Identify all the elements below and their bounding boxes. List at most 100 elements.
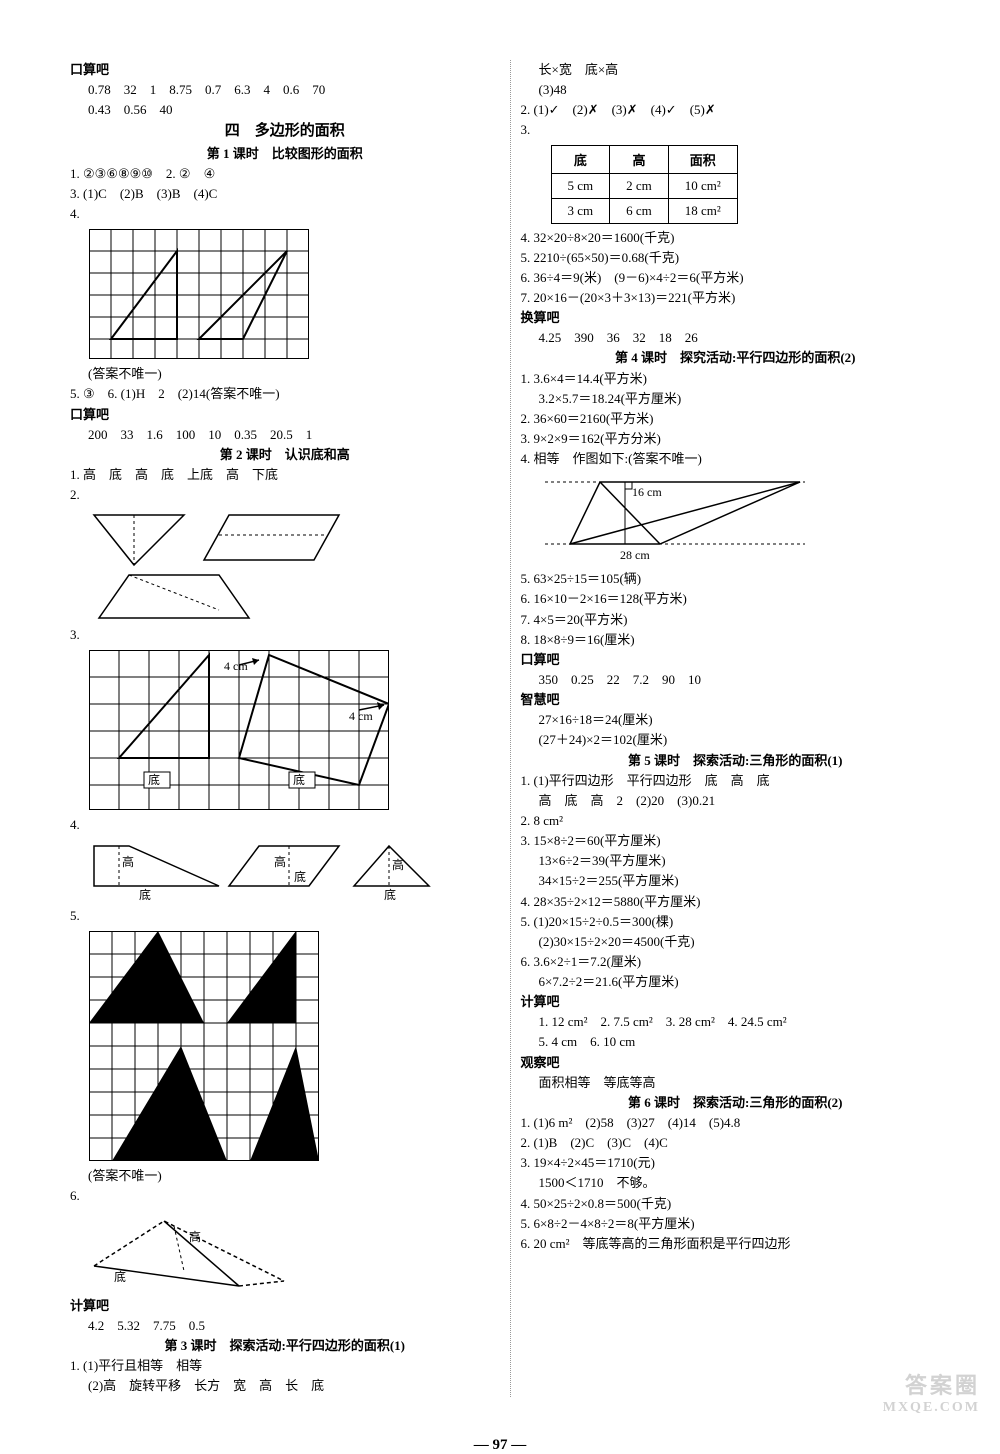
svg-text:高: 高 (274, 854, 286, 869)
section-title: 四 多边形的面积 (70, 120, 500, 143)
text-line: 1. (1)平行且相等 相等 (70, 1356, 500, 1376)
text-line: 5. 4 cm 6. 10 cm (521, 1032, 951, 1052)
table-row: 5 cm 2 cm 10 cm² (551, 173, 737, 198)
note-text: (答案不唯一) (70, 364, 500, 384)
table-cell: 2 cm (610, 173, 669, 198)
text-line: 3. 15×8÷2＝60(平方厘米) (521, 831, 951, 851)
text-line: 5. (1)20×15÷2÷0.5＝300(棵) (521, 912, 951, 932)
subsection-title: 第 2 课时 认识底和高 (70, 445, 500, 465)
diagram-grid-5 (88, 930, 500, 1162)
text-line: 6. 3.6×2÷1＝7.2(厘米) (521, 952, 951, 972)
label-4cm: 4 cm (224, 659, 248, 673)
subsection-title: 第 1 课时 比较图形的面积 (70, 144, 500, 164)
text-line: 面积相等 等底等高 (521, 1073, 951, 1093)
watermark: 答案圈 MXQE.COM (883, 1373, 980, 1416)
text-line: 4. (70, 204, 500, 224)
text-line: 1500＜1710 不够。 (521, 1173, 951, 1193)
heading-huansuan: 换算吧 (521, 308, 951, 328)
heading-jisuan: 计算吧 (70, 1296, 500, 1316)
text-line: 2. 36×60＝2160(平方米) (521, 409, 951, 429)
label-di: 底 (293, 772, 305, 787)
text-line: 2. (70, 485, 500, 505)
heading-kousuan-2: 口算吧 (70, 405, 500, 425)
text-line: 7. 4×5＝20(平方米) (521, 610, 951, 630)
text-line: 5. (70, 906, 500, 926)
text-line: (2)30×15÷2×20＝4500(千克) (521, 932, 951, 952)
text-line: 2. 8 cm² (521, 811, 951, 831)
right-column: 长×宽 底×高 (3)48 2. (1)✓ (2)✗ (3)✗ (4)✓ (5)… (511, 60, 961, 1397)
svg-text:高: 高 (392, 857, 404, 872)
text-line: 1. 3.6×4＝14.4(平方米) (521, 369, 951, 389)
text-line: 长×宽 底×高 (521, 60, 951, 80)
table-header: 面积 (668, 145, 737, 173)
page-number-value: 97 (493, 1437, 508, 1453)
svg-text:高: 高 (189, 1229, 201, 1244)
table-cell: 5 cm (551, 173, 610, 198)
table-cell: 10 cm² (668, 173, 737, 198)
svg-text:底: 底 (384, 887, 396, 901)
text-line: 2. (1)✓ (2)✗ (3)✗ (4)✓ (5)✗ (521, 100, 951, 120)
text-line: 6. 16×10－2×16＝128(平方米) (521, 589, 951, 609)
diagram-shapes-2 (88, 509, 500, 621)
text-line: (3)48 (521, 80, 951, 100)
text-line: 1. 高 底 高 底 上底 高 下底 (70, 465, 500, 485)
area-table: 底 高 面积 5 cm 2 cm 10 cm² 3 cm 6 cm 18 cm² (551, 145, 738, 224)
text-line: 1. (1)平行四边形 平行四边形 底 高 底 (521, 771, 951, 791)
text-line: 4. 50×25÷2×0.8＝500(千克) (521, 1194, 951, 1214)
svg-text:高: 高 (122, 854, 134, 869)
text-line: 3. (1)C (2)B (3)B (4)C (70, 184, 500, 204)
text-line: 4. 32×20÷8×20＝1600(千克) (521, 228, 951, 248)
table-header: 高 (610, 145, 669, 173)
text-line: 3. 19×4÷2×45＝1710(元) (521, 1153, 951, 1173)
subsection-title: 第 5 课时 探索活动:三角形的面积(1) (521, 751, 951, 771)
heading-zhihui: 智慧吧 (521, 690, 951, 710)
note-text: (答案不唯一) (70, 1166, 500, 1186)
label-4cm: 4 cm (349, 709, 373, 723)
svg-text:底: 底 (294, 869, 306, 884)
text-line: 1. ②③⑥⑧⑨⑩ 2. ② ④ (70, 164, 500, 184)
text-line: 3. (70, 625, 500, 645)
text-line: 27×16÷18＝24(厘米) (521, 710, 951, 730)
table-cell: 6 cm (610, 198, 669, 223)
diagram-grid-triangles (88, 228, 500, 360)
text-line: 1. 12 cm² 2. 7.5 cm² 3. 28 cm² 4. 24.5 c… (521, 1012, 951, 1032)
heading-kousuan-3: 口算吧 (521, 650, 951, 670)
page: 口算吧 0.78 32 1 8.75 0.7 6.3 4 0.6 70 0.43… (0, 0, 1000, 1427)
subsection-title: 第 3 课时 探索活动:平行四边形的面积(1) (70, 1336, 500, 1356)
heading-kousuan-1: 口算吧 (70, 60, 500, 80)
text-line: 350 0.25 22 7.2 90 10 (521, 670, 951, 690)
text-line: 6. 20 cm² 等底等高的三角形面积是平行四边形 (521, 1234, 951, 1254)
left-column: 口算吧 0.78 32 1 8.75 0.7 6.3 4 0.6 70 0.43… (60, 60, 511, 1397)
diagram-grid-3: 4 cm 4 cm 底 底 (88, 649, 500, 811)
diagram-parallelogram: 16 cm 28 cm (539, 473, 951, 565)
text-line: 13×6÷2＝39(平方厘米) (521, 851, 951, 871)
diagram-triangle-6: 高 底 (88, 1210, 500, 1292)
heading-jisuan-2: 计算吧 (521, 992, 951, 1012)
watermark-text: 答案圈 (883, 1373, 980, 1399)
label-di: 底 (148, 772, 160, 787)
text-line: 0.43 0.56 40 (70, 100, 500, 120)
watermark-url: MXQE.COM (883, 1400, 980, 1417)
svg-text:底: 底 (139, 887, 151, 901)
text-line: 8. 18×8÷9＝16(厘米) (521, 630, 951, 650)
text-line: 2. (1)B (2)C (3)C (4)C (521, 1133, 951, 1153)
text-line: (27＋24)×2＝102(厘米) (521, 730, 951, 750)
text-line: 3. 9×2×9＝162(平方分米) (521, 429, 951, 449)
heading-guancha: 观察吧 (521, 1053, 951, 1073)
text-line: 5. 2210÷(65×50)＝0.68(千克) (521, 248, 951, 268)
table-header: 底 (551, 145, 610, 173)
label-16cm: 16 cm (632, 485, 662, 499)
text-line: 4. 28×35÷2×12＝5880(平方厘米) (521, 892, 951, 912)
text-line: 1. (1)6 m² (2)58 (3)27 (4)14 (5)4.8 (521, 1113, 951, 1133)
text-line: 3.2×5.7＝18.24(平方厘米) (521, 389, 951, 409)
text-line: 6. 36÷4＝9(米) (9－6)×4÷2＝6(平方米) (521, 268, 951, 288)
text-line: 7. 20×16－(20×3＋3×13)＝221(平方米) (521, 288, 951, 308)
table-cell: 3 cm (551, 198, 610, 223)
text-line: 4.2 5.32 7.75 0.5 (70, 1316, 500, 1336)
text-line: 34×15÷2＝255(平方厘米) (521, 871, 951, 891)
text-line: 5. 6×8÷2－4×8÷2＝8(平方厘米) (521, 1214, 951, 1234)
text-line: 3. (521, 120, 951, 140)
subsection-title: 第 4 课时 探究活动:平行四边形的面积(2) (521, 348, 951, 368)
diagram-shapes-4: 高 底 高 底 高 底 (88, 840, 500, 902)
text-line: 5. 63×25÷15＝105(辆) (521, 569, 951, 589)
